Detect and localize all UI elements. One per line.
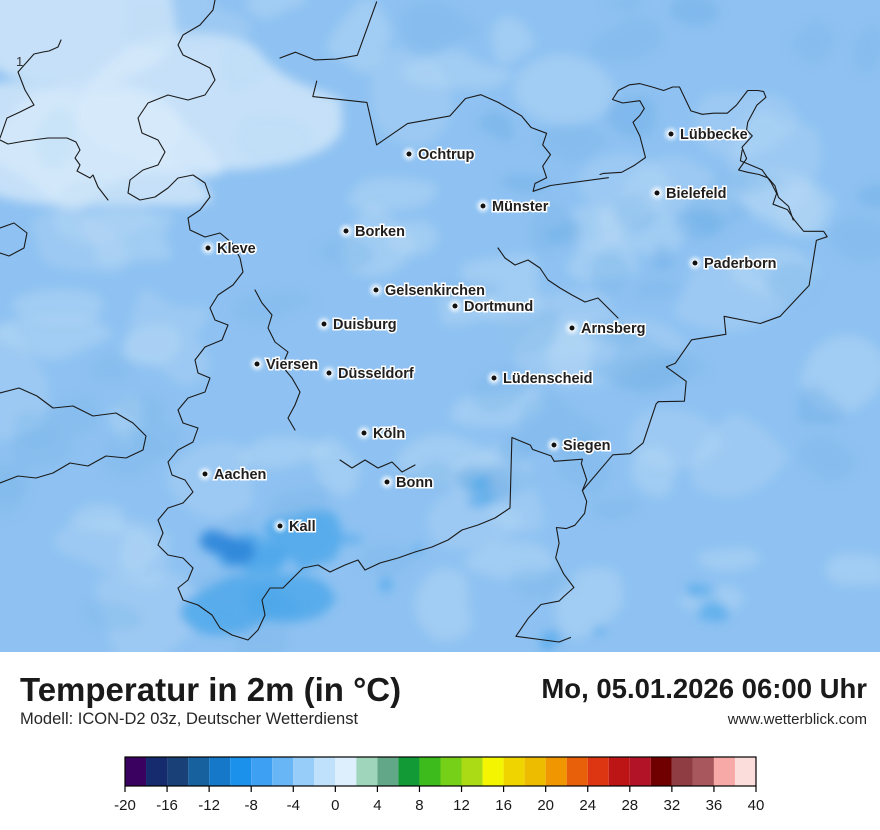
svg-text:Aachen: Aachen [214, 467, 266, 483]
svg-text:Borken: Borken [355, 224, 405, 240]
svg-text:Kleve: Kleve [217, 241, 256, 257]
svg-text:12: 12 [453, 797, 470, 814]
svg-text:Modell: ICON-D2 03z, Deutscher: Modell: ICON-D2 03z, Deutscher Wetterdie… [20, 710, 358, 728]
svg-text:36: 36 [706, 797, 723, 814]
svg-text:Köln: Köln [373, 426, 405, 442]
svg-text:Siegen: Siegen [563, 438, 611, 454]
svg-text:20: 20 [537, 797, 554, 814]
svg-text:Ochtrup: Ochtrup [418, 147, 475, 163]
svg-text:32: 32 [664, 797, 681, 814]
svg-text:Temperatur in 2m (in °C): Temperatur in 2m (in °C) [20, 671, 401, 708]
svg-text:Münster: Münster [492, 199, 549, 215]
svg-text:28: 28 [621, 797, 638, 814]
svg-text:1: 1 [16, 54, 23, 69]
svg-text:Bielefeld: Bielefeld [666, 186, 726, 202]
svg-text:Lüdenscheid: Lüdenscheid [503, 371, 592, 387]
svg-text:Kall: Kall [289, 519, 316, 535]
svg-text:-12: -12 [198, 797, 220, 814]
svg-text:4: 4 [373, 797, 381, 814]
svg-text:-20: -20 [114, 797, 136, 814]
svg-text:www.wetterblick.com: www.wetterblick.com [727, 711, 867, 728]
svg-text:Bonn: Bonn [396, 475, 433, 491]
svg-text:40: 40 [748, 797, 765, 814]
svg-text:-4: -4 [287, 797, 300, 814]
svg-text:Dortmund: Dortmund [464, 299, 533, 315]
svg-text:Paderborn: Paderborn [704, 256, 777, 272]
svg-text:8: 8 [415, 797, 423, 814]
svg-text:Duisburg: Duisburg [333, 317, 397, 333]
svg-text:16: 16 [495, 797, 512, 814]
svg-text:Mo, 05.01.2026 06:00 Uhr: Mo, 05.01.2026 06:00 Uhr [541, 673, 867, 704]
svg-text:Lübbecke: Lübbecke [680, 127, 748, 143]
svg-text:-8: -8 [245, 797, 258, 814]
svg-text:Düsseldorf: Düsseldorf [338, 366, 414, 382]
svg-text:0: 0 [331, 797, 339, 814]
svg-text:Viersen: Viersen [266, 357, 318, 373]
svg-text:Arnsberg: Arnsberg [581, 321, 645, 337]
svg-text:-16: -16 [156, 797, 178, 814]
svg-text:Gelsenkirchen: Gelsenkirchen [385, 283, 485, 299]
svg-text:24: 24 [579, 797, 596, 814]
